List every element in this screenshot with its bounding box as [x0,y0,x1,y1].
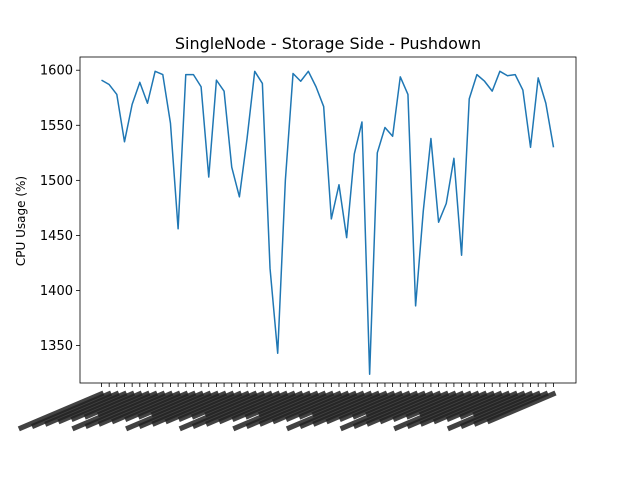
x-tick-label [137,390,197,420]
x-tick-label [205,390,281,427]
x-tick-label [110,390,182,425]
x-tick-label [83,390,143,420]
x-tick-label [257,390,312,418]
axes-frame [79,56,577,384]
y-tick-label: 1350 [40,339,73,354]
x-tick-label [30,390,113,429]
x-tick-label [285,390,350,422]
x-tick-label [232,390,320,432]
x-tick-label [190,390,251,420]
x-tick-label [339,390,427,432]
x-tick-label [177,390,243,422]
x-tick-label [432,390,503,425]
x-tick-label [151,390,228,427]
x-tick-label [84,390,166,429]
x-tick-label [473,390,549,427]
x-tick-label [17,390,105,432]
x-tick-label [418,390,473,418]
x-tick-label [406,390,488,429]
y-tick-label: 1450 [40,229,73,244]
x-tick-label [312,390,388,427]
x-tick-label [486,390,557,425]
x-tick-label [271,390,343,425]
x-tick-label [231,390,297,422]
x-tick-label [472,390,526,418]
x-tick-label [392,390,457,422]
x-tick-label [445,390,511,422]
x-tick-label [299,390,381,429]
y-tick-label: 1500 [40,174,73,189]
x-tick-label [164,390,235,425]
plot-area: 1350 1400 1450 1500 1550 1600 [17,56,577,432]
y-tick-label: 1550 [40,119,73,134]
x-tick-label [96,390,151,418]
x-tick-label [285,390,373,432]
x-tick-label [150,390,205,418]
x-tick-label [57,390,128,425]
x-tick-label [352,390,434,429]
x-tick-label [459,390,519,420]
data-line [101,70,555,375]
chart-title: SingleNode - Storage Side - Pushdown [175,34,481,53]
x-tick-label [365,390,419,418]
x-tick-label [258,390,335,427]
x-tick-label [244,390,304,420]
x-tick-label [245,390,327,429]
x-tick-label [138,390,220,429]
x-tick-label [311,390,365,418]
x-tick-label [365,390,442,427]
x-tick-label [379,390,450,425]
x-tick-label [218,390,289,425]
x-tick-label [459,390,542,429]
x-tick-label [338,390,404,422]
x-tick-label [71,390,159,432]
y-tick-label: 1600 [40,64,73,79]
x-tick-label [325,390,396,425]
x-tick-label [405,390,465,420]
y-axis-label: CPU Usage (%) [14,176,28,266]
x-tick-label [125,390,212,432]
x-tick-label [97,390,174,427]
x-tick-label [191,390,274,429]
x-tick-label [178,390,266,432]
x-tick-label [446,390,534,432]
x-tick-label [204,390,258,418]
x-tick-label [70,390,136,422]
x-tick-label [393,390,480,432]
x-tick-label [124,390,189,422]
x-tick-label [419,390,496,427]
x-tick-label [298,390,358,420]
y-tick-label: 1400 [40,284,73,299]
x-tick-label [44,390,120,427]
x-tick-label [351,390,411,420]
